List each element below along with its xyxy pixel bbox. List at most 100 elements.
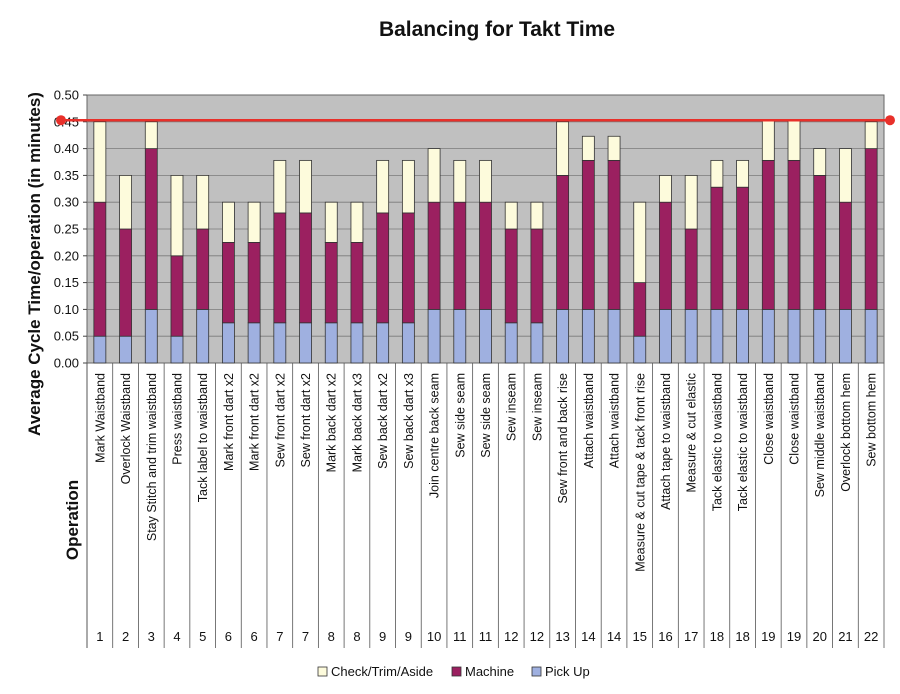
operation-number: 13: [555, 629, 569, 644]
bar-pick-up: [839, 308, 852, 364]
plot-area: 0.000.050.100.150.200.250.300.350.400.45…: [54, 88, 895, 648]
bar-machine: [556, 174, 570, 310]
bar-pick-up: [659, 308, 672, 364]
operation-number: 12: [504, 629, 518, 644]
bar-machine: [659, 201, 672, 310]
bar-machine: [453, 201, 467, 310]
y-tick-label: 0.50: [54, 88, 79, 103]
operation-number: 18: [710, 629, 724, 644]
bar-machine: [581, 159, 595, 310]
bar-check: [324, 201, 338, 243]
bar-pick-up: [504, 322, 518, 364]
bar-machine: [299, 212, 312, 324]
bar-machine: [787, 159, 801, 310]
bar-check: [299, 159, 312, 214]
bar-machine: [273, 212, 287, 324]
bar-check: [761, 119, 775, 161]
bar-pick-up: [736, 308, 749, 364]
bar-pick-up: [864, 308, 878, 364]
y-axis-title: Average Cycle Time/operation (in minutes…: [25, 92, 44, 436]
bar-machine: [710, 186, 724, 310]
bar-check: [376, 159, 390, 214]
operation-number: 11: [479, 629, 493, 644]
bar-machine: [222, 241, 235, 324]
operation-number: 21: [838, 629, 852, 644]
operation-number: 8: [328, 629, 335, 644]
bar-machine: [761, 159, 775, 310]
y-tick-label: 0.00: [54, 356, 79, 371]
operation-number: 19: [787, 629, 801, 644]
operation-number: 12: [530, 629, 544, 644]
bar-machine: [247, 241, 261, 324]
bar-check: [659, 174, 672, 203]
takt-marker-right: [885, 115, 895, 126]
operation-number: 19: [761, 629, 775, 644]
category-label: Tack elastic to waistband: [736, 373, 750, 511]
bar-pick-up: [633, 335, 647, 364]
bar-check: [453, 159, 467, 203]
bar-pick-up: [401, 322, 415, 364]
bar-check: [170, 174, 184, 257]
operation-number: 8: [353, 629, 360, 644]
bar-pick-up: [324, 322, 338, 364]
operation-number: 22: [864, 629, 878, 644]
bar-check: [93, 121, 107, 203]
bar-check: [607, 135, 621, 161]
bar-pick-up: [247, 322, 261, 364]
category-label: Mark back dart x3: [350, 373, 364, 472]
operation-number: 9: [405, 629, 412, 644]
operation-number: 6: [225, 629, 232, 644]
bar-machine: [607, 159, 621, 310]
bar-pick-up: [273, 322, 287, 364]
category-label: Sew middle waistband: [813, 373, 827, 497]
y-tick-label: 0.10: [54, 302, 79, 317]
category-label: Attach tape to waistband: [659, 373, 673, 510]
bar-check: [196, 174, 210, 230]
y-tick-label: 0.35: [54, 168, 79, 183]
category-label: Press waistband: [170, 373, 184, 465]
bar-check: [222, 201, 235, 243]
legend-machine-label: Machine: [465, 664, 514, 679]
bar-check: [710, 159, 724, 188]
operation-number: 10: [427, 629, 441, 644]
bar-check: [736, 159, 749, 188]
bar-machine: [479, 201, 492, 310]
chart-title: Balancing for Takt Time: [379, 18, 615, 41]
bar-pick-up: [813, 308, 827, 364]
operation-number: 4: [173, 629, 180, 644]
operation-number: 6: [250, 629, 257, 644]
bar-machine: [376, 212, 390, 324]
y-tick-label: 0.40: [54, 141, 79, 156]
legend-machine-swatch: [451, 666, 462, 677]
operation-number: 15: [633, 629, 647, 644]
category-label: Sew bottom hem: [865, 373, 879, 467]
bar-pick-up: [119, 335, 132, 364]
bar-pick-up: [144, 308, 158, 364]
bar-check: [273, 159, 287, 214]
operation-number: 20: [812, 629, 826, 644]
bar-pick-up: [427, 308, 441, 364]
bar-check: [479, 159, 492, 203]
y-tick-label: 0.20: [54, 248, 79, 263]
category-label: Sew back dart x2: [376, 373, 390, 469]
legend-check-swatch: [317, 666, 328, 677]
bar-machine: [736, 186, 749, 310]
bar-check: [401, 159, 415, 214]
bar-pick-up: [479, 308, 492, 364]
bar-machine: [350, 241, 364, 324]
legend-check-label: Check/Trim/Aside: [331, 664, 433, 679]
bar-machine: [530, 228, 544, 324]
category-label: Join centre back seam: [428, 373, 442, 498]
bar-pick-up: [350, 322, 364, 364]
bar-check: [633, 201, 647, 283]
x-axis-title: Operation: [63, 480, 82, 560]
category-label: Overlock Waistband: [119, 373, 133, 484]
bar-pick-up: [222, 322, 235, 364]
category-label: Sew front and back rise: [556, 373, 570, 504]
operation-number: 1: [96, 629, 103, 644]
operation-number: 17: [684, 629, 698, 644]
category-label: Sew side seam: [453, 373, 467, 458]
bar-machine: [93, 201, 107, 337]
bar-machine: [427, 201, 441, 310]
